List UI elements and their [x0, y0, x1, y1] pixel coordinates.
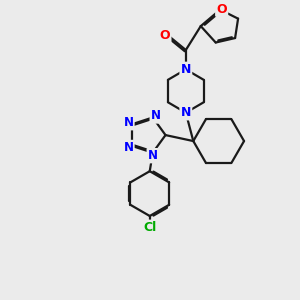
Text: N: N — [181, 106, 191, 119]
Text: O: O — [160, 28, 170, 42]
Text: N: N — [148, 149, 158, 162]
Text: O: O — [216, 3, 227, 16]
Text: N: N — [124, 116, 134, 129]
Text: N: N — [181, 63, 191, 76]
Text: N: N — [124, 141, 134, 154]
Text: N: N — [151, 110, 161, 122]
Text: Cl: Cl — [143, 221, 156, 234]
